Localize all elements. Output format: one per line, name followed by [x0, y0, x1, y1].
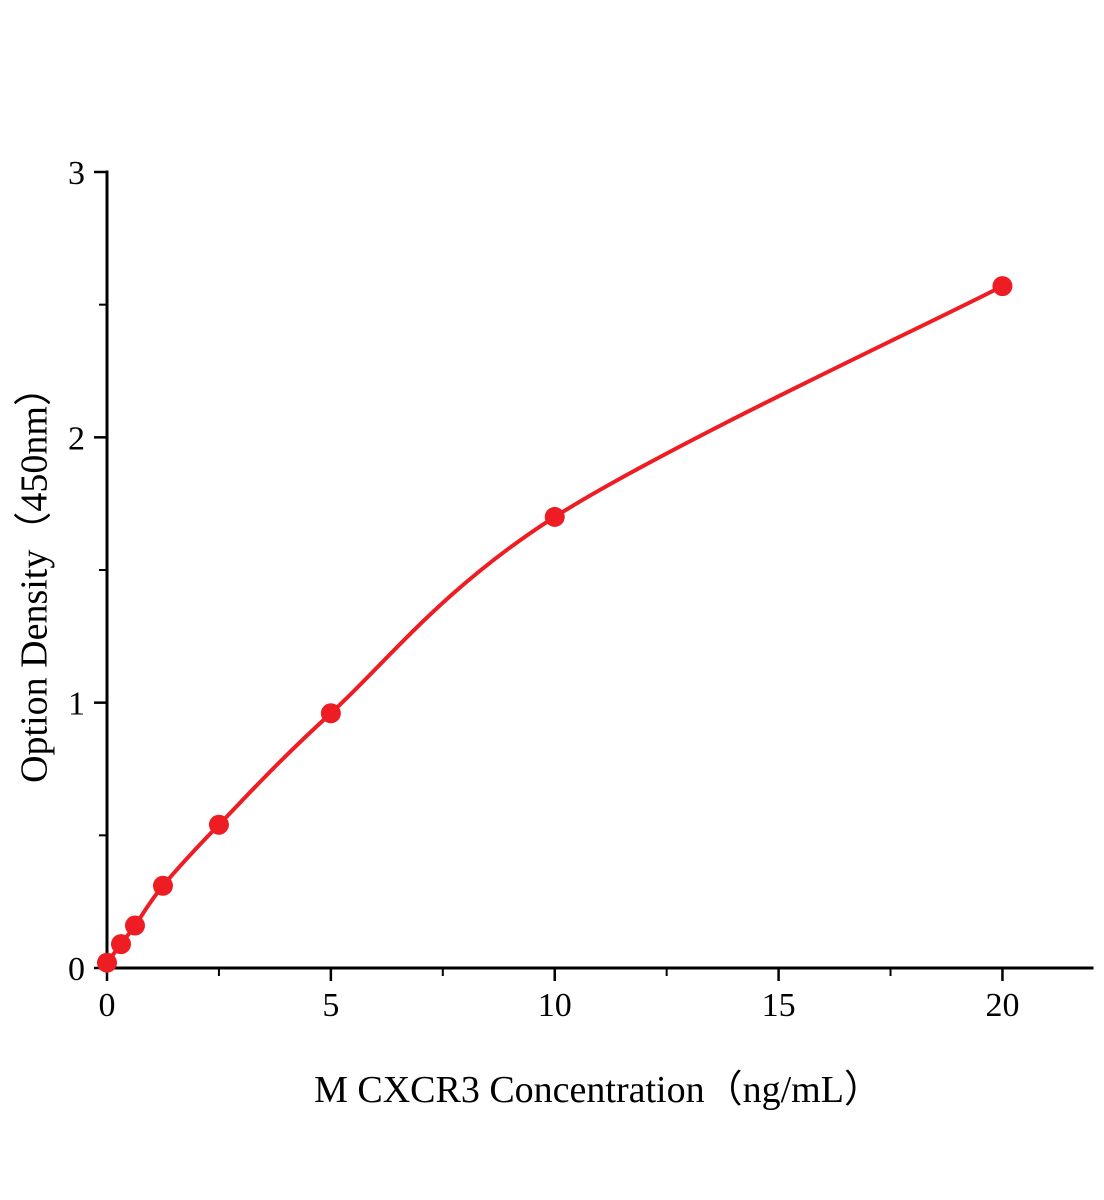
y-tick-label: 1 — [68, 686, 85, 723]
data-point — [152, 875, 173, 896]
x-tick-label: 10 — [538, 987, 572, 1024]
x-axis-label: M CXCR3 Concentration（ng/mL） — [314, 1069, 882, 1111]
y-tick-label: 2 — [68, 420, 85, 457]
y-tick-label: 3 — [68, 155, 85, 192]
data-point — [97, 952, 117, 973]
data-point — [124, 915, 145, 936]
y-tick-label: 0 — [68, 951, 85, 988]
standard-curve-line — [105, 284, 1005, 965]
y-axis-label: Option Density（450nm） — [13, 368, 56, 783]
x-tick-label: 5 — [322, 987, 339, 1024]
x-tick-label: 15 — [762, 987, 796, 1024]
x-tick-label: 0 — [99, 987, 116, 1024]
data-point — [208, 814, 229, 835]
data-point — [992, 276, 1013, 297]
data-point — [110, 934, 131, 955]
data-point — [320, 703, 341, 724]
x-tick-label: 20 — [985, 987, 1019, 1024]
data-point — [544, 506, 565, 527]
